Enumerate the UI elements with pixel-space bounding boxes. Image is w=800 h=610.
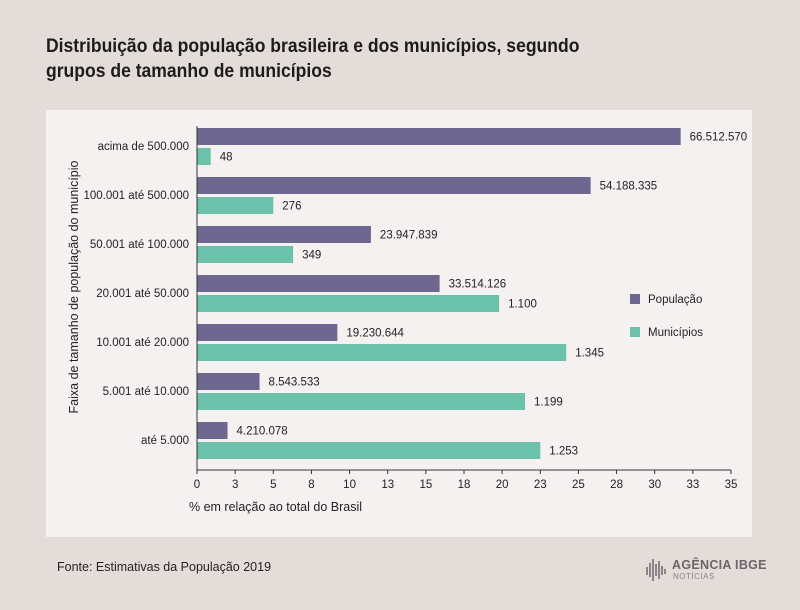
bar-populacao	[197, 373, 260, 390]
category-label: 50.001 até 100.000	[90, 239, 189, 251]
bar-value-label: 54.188.335	[600, 181, 658, 193]
bar-populacao	[197, 275, 440, 292]
bar-value-label: 1.253	[549, 446, 578, 458]
bar-municipios	[197, 393, 526, 410]
x-tick-label: 35	[725, 479, 738, 491]
category-label: até 5.000	[141, 435, 189, 447]
bar-value-label: 349	[302, 250, 321, 262]
bar-value-label: 33.514.126	[449, 279, 507, 291]
x-tick-label: 28	[610, 479, 623, 491]
bar-municipios	[197, 197, 274, 214]
chart-panel: 66.512.570 48 acima de 500.000 54.188.335 27…	[46, 110, 752, 537]
x-tick-label: 3	[232, 479, 238, 491]
bar-municipios	[197, 148, 211, 165]
ibge-logo: AGÊNCIA IBGE NOTÍCIAS	[646, 557, 767, 585]
bar-value-label: 1.100	[508, 299, 537, 311]
chart-title: Distribuição da população brasileira e d…	[46, 35, 580, 82]
bar-value-label: 23.947.839	[380, 230, 438, 242]
bar-value-label: 1.199	[534, 397, 563, 409]
category-label: 10.001 até 20.000	[96, 337, 189, 349]
x-tick-label: 30	[648, 479, 661, 491]
bar-value-label: 19.230.644	[346, 328, 404, 340]
x-tick-label: 0	[194, 479, 200, 491]
bar-populacao	[197, 177, 591, 194]
bar-value-label: 276	[282, 201, 301, 213]
bar-populacao	[197, 128, 681, 145]
bar-municipios	[197, 344, 567, 361]
x-tick-label: 13	[381, 479, 394, 491]
bar-populacao	[197, 422, 228, 439]
legend-swatch	[630, 294, 640, 304]
bar-populacao	[197, 324, 338, 341]
category-label: 5.001 até 10.000	[103, 386, 189, 398]
bar-populacao	[197, 226, 371, 243]
x-axis-title: % em relação ao total do Brasil	[189, 500, 362, 514]
category-label: acima de 500.000	[98, 141, 189, 153]
category-label: 100.001 até 500.000	[83, 190, 189, 202]
y-axis-title: Faixa de tamanho de população do municíp…	[67, 160, 81, 413]
bar-chart: 66.512.570 48 acima de 500.000 54.188.335 27…	[67, 126, 748, 514]
logo-name: AGÊNCIA IBGE	[672, 558, 767, 572]
x-tick-label: 10	[343, 479, 356, 491]
legend-label: População	[648, 294, 702, 306]
source-note: Fonte: Estimativas da População 2019	[57, 560, 272, 574]
bar-value-label: 4.210.078	[237, 426, 288, 438]
bar-value-label: 1.345	[575, 348, 604, 360]
category-label: 20.001 até 50.000	[96, 288, 189, 300]
ibge-logo-icon	[646, 559, 666, 581]
x-tick-label: 25	[572, 479, 585, 491]
bar-value-label: 8.543.533	[269, 377, 320, 389]
bar-municipios	[197, 442, 541, 459]
legend-swatch	[630, 327, 640, 337]
legend-label: Municípios	[648, 327, 703, 339]
x-tick-label: 23	[534, 479, 547, 491]
bar-value-label: 66.512.570	[690, 132, 748, 144]
bar-municipios	[197, 246, 294, 263]
x-tick-label: 5	[270, 479, 276, 491]
bar-value-label: 48	[220, 152, 233, 164]
x-tick-label: 33	[686, 479, 699, 491]
x-tick-label: 15	[419, 479, 432, 491]
x-tick-label: 8	[308, 479, 314, 491]
logo-subtitle: NOTÍCIAS	[673, 572, 715, 581]
bar-municipios	[197, 295, 500, 312]
x-tick-label: 18	[458, 479, 471, 491]
x-tick-label: 20	[496, 479, 509, 491]
